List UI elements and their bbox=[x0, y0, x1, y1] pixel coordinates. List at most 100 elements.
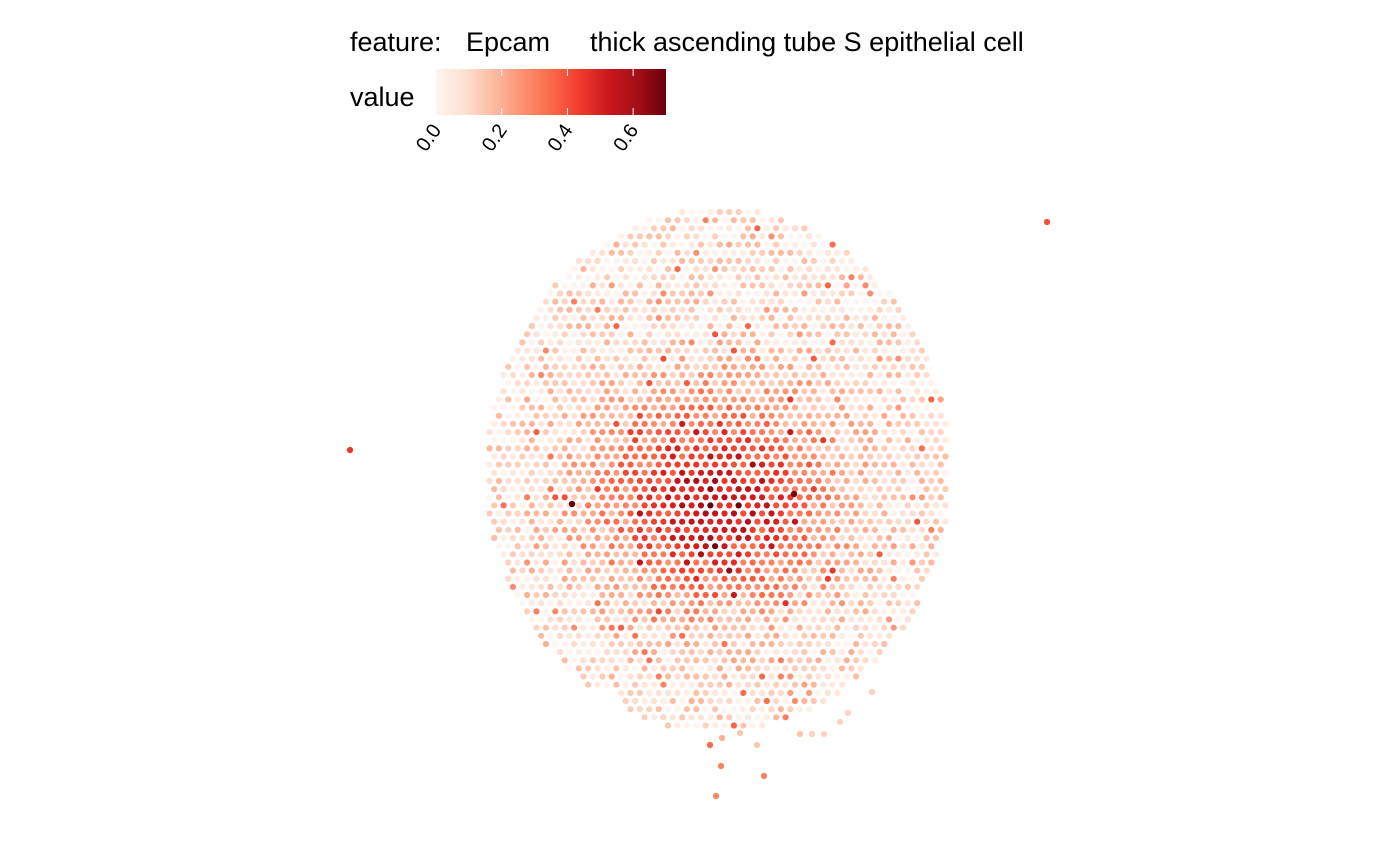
spot bbox=[519, 469, 526, 476]
spot bbox=[712, 689, 719, 697]
spot bbox=[665, 445, 672, 452]
spot bbox=[594, 534, 601, 542]
spot bbox=[655, 380, 662, 387]
spot bbox=[547, 486, 554, 493]
spot bbox=[881, 543, 888, 550]
spot bbox=[815, 477, 822, 484]
spot bbox=[665, 233, 672, 240]
spot bbox=[688, 469, 695, 476]
spot bbox=[575, 404, 582, 411]
spot bbox=[622, 486, 629, 493]
spot bbox=[697, 290, 705, 297]
spot bbox=[632, 486, 639, 493]
spot bbox=[862, 314, 869, 321]
spot bbox=[538, 583, 545, 591]
spot bbox=[871, 347, 879, 354]
spot bbox=[848, 583, 855, 591]
spot bbox=[674, 689, 681, 697]
spot bbox=[918, 380, 926, 387]
spot bbox=[782, 665, 789, 672]
spot bbox=[777, 608, 785, 615]
spot bbox=[613, 583, 620, 591]
spot bbox=[730, 543, 738, 550]
spot bbox=[561, 657, 568, 664]
spot bbox=[697, 241, 705, 248]
spot bbox=[697, 665, 705, 672]
spot bbox=[815, 347, 822, 354]
spot bbox=[665, 282, 672, 289]
spot bbox=[759, 380, 766, 387]
spot bbox=[890, 543, 897, 550]
spot bbox=[824, 477, 832, 484]
spot bbox=[744, 355, 752, 362]
spot bbox=[589, 282, 597, 289]
spot bbox=[815, 575, 822, 582]
spot bbox=[730, 266, 738, 273]
spot bbox=[843, 249, 850, 256]
spot bbox=[716, 616, 723, 623]
spot bbox=[552, 543, 559, 550]
spot bbox=[660, 388, 667, 395]
spot bbox=[632, 323, 639, 330]
spot bbox=[782, 420, 789, 427]
spot bbox=[867, 632, 874, 639]
spot bbox=[665, 689, 672, 697]
spot bbox=[693, 706, 700, 713]
spot bbox=[777, 673, 785, 680]
spot bbox=[820, 274, 827, 281]
spot bbox=[801, 355, 808, 362]
spot bbox=[721, 657, 728, 664]
spot bbox=[820, 306, 827, 313]
spot bbox=[749, 543, 756, 550]
spot bbox=[857, 600, 864, 607]
spot bbox=[829, 274, 836, 281]
spot bbox=[777, 559, 785, 566]
spot bbox=[848, 616, 855, 623]
spot bbox=[838, 420, 846, 427]
spot bbox=[942, 518, 949, 525]
spot bbox=[571, 494, 578, 501]
spot bbox=[843, 298, 850, 305]
spot bbox=[707, 567, 714, 574]
spot bbox=[853, 314, 860, 321]
spot bbox=[679, 323, 686, 330]
spot bbox=[820, 453, 827, 460]
spot bbox=[547, 388, 554, 395]
spot bbox=[556, 534, 564, 542]
spot bbox=[754, 404, 761, 411]
spot bbox=[547, 420, 554, 427]
spot bbox=[491, 404, 498, 411]
spot bbox=[890, 380, 897, 387]
spot bbox=[843, 591, 850, 599]
spot bbox=[923, 567, 930, 574]
spot bbox=[561, 412, 568, 419]
spot bbox=[848, 404, 855, 411]
spot bbox=[679, 681, 686, 688]
spot bbox=[547, 290, 554, 297]
spot bbox=[509, 404, 517, 411]
spot bbox=[509, 388, 517, 395]
spot bbox=[782, 257, 789, 264]
spot bbox=[806, 673, 813, 680]
spot bbox=[585, 339, 592, 346]
spot bbox=[759, 266, 766, 273]
spot bbox=[900, 412, 907, 419]
spot bbox=[782, 306, 789, 313]
spot bbox=[580, 575, 587, 582]
spot bbox=[519, 453, 526, 460]
spot bbox=[768, 591, 775, 599]
spot bbox=[585, 437, 592, 444]
spot bbox=[641, 534, 648, 542]
spot bbox=[843, 461, 850, 468]
spot bbox=[688, 665, 695, 672]
spot bbox=[674, 217, 681, 224]
spot bbox=[646, 706, 653, 713]
spot bbox=[594, 551, 601, 558]
spot bbox=[843, 282, 850, 289]
spot bbox=[660, 453, 667, 460]
spot bbox=[660, 518, 667, 525]
spot bbox=[754, 208, 761, 216]
spot bbox=[787, 706, 794, 713]
spot bbox=[707, 290, 714, 297]
spot bbox=[867, 616, 874, 623]
